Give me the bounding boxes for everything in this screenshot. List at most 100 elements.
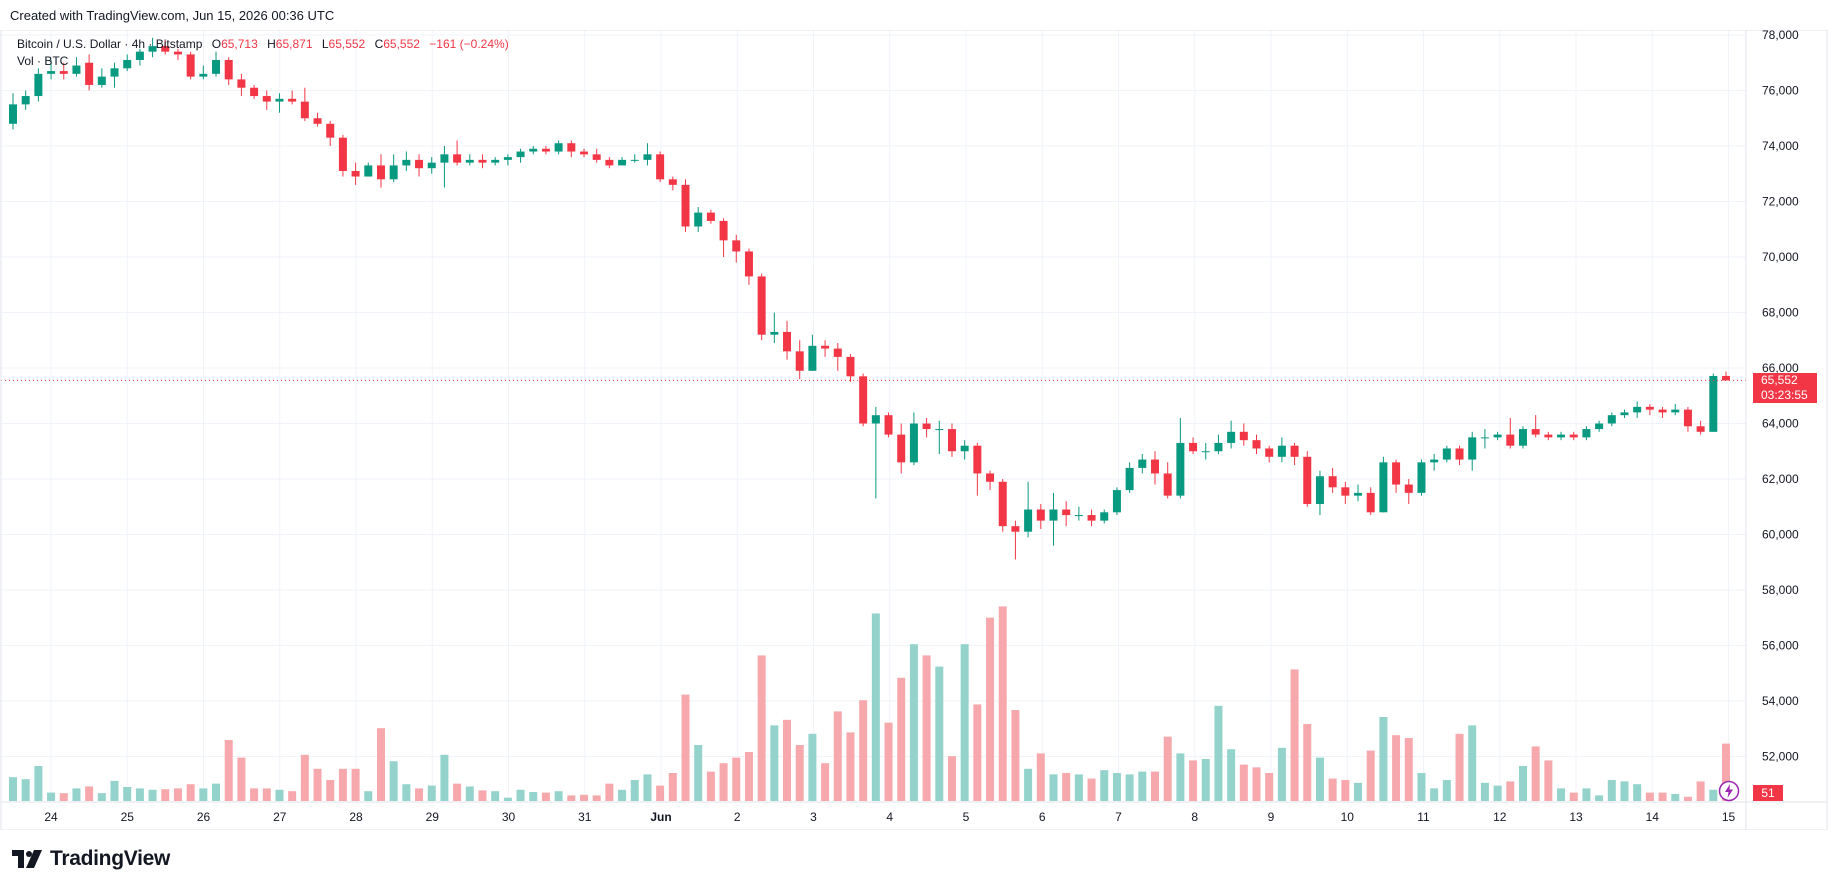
volume-bar bbox=[656, 785, 665, 801]
candle-body bbox=[1163, 473, 1172, 496]
candle-body bbox=[1379, 462, 1388, 513]
candle-body bbox=[846, 356, 855, 377]
volume-bar bbox=[123, 787, 132, 801]
volume-bar bbox=[376, 728, 385, 801]
candle-body bbox=[668, 179, 677, 185]
price-tick-label: 56,000 bbox=[1762, 639, 1799, 653]
time-tick-label: 8 bbox=[1191, 810, 1198, 824]
candle-body bbox=[1531, 429, 1540, 435]
candle-body bbox=[1049, 509, 1058, 521]
candle-body bbox=[1569, 434, 1578, 438]
candle-body bbox=[1125, 467, 1134, 491]
close-value: 65,552 bbox=[383, 37, 420, 51]
candle-body bbox=[656, 154, 665, 180]
candle-body bbox=[554, 143, 563, 152]
volume-bar bbox=[85, 786, 94, 801]
volume-bar bbox=[402, 784, 411, 801]
volume-bar bbox=[846, 732, 855, 801]
candle-body bbox=[1582, 429, 1591, 438]
volume-bar bbox=[808, 733, 817, 801]
open-value: 65,713 bbox=[221, 37, 258, 51]
volume-bar bbox=[1328, 778, 1337, 801]
candlesticks bbox=[9, 37, 1730, 560]
candle-body bbox=[1074, 515, 1083, 517]
price-tick-label: 78,000 bbox=[1762, 30, 1799, 42]
volume-bar bbox=[1430, 788, 1439, 801]
candle-body bbox=[1366, 492, 1375, 513]
candle-body bbox=[744, 251, 753, 277]
tradingview-footer[interactable]: TradingView bbox=[12, 846, 170, 872]
lightning-icon[interactable] bbox=[1718, 780, 1740, 802]
price-chart[interactable]: 78,000 76,000 74,000 72,000 70,000 68,000 66,0… bbox=[0, 30, 1835, 830]
candle-body bbox=[1709, 375, 1718, 432]
close-label: C bbox=[374, 37, 384, 51]
price-axis[interactable]: 78,000 76,000 74,000 72,000 70,000 68,000 66,0… bbox=[1762, 30, 1799, 764]
candle-body bbox=[1011, 526, 1020, 532]
candle-body bbox=[1607, 415, 1616, 424]
time-axis[interactable]: 24 25 26 27 28 29 30 31 Jun 2 3 4 5 6 7 8 9 10 11 12 13 14 15 bbox=[44, 810, 1735, 824]
candle-body bbox=[300, 101, 309, 119]
volume-bar bbox=[859, 700, 868, 801]
candle-body bbox=[364, 165, 373, 177]
candle-body bbox=[1518, 429, 1527, 446]
volume-bar bbox=[21, 779, 30, 801]
volume-bar bbox=[1404, 738, 1413, 801]
volume-bar bbox=[389, 761, 398, 801]
volume-bar bbox=[1392, 735, 1401, 801]
volume-bar bbox=[415, 788, 424, 801]
candle-body bbox=[1151, 459, 1159, 474]
volume-bar bbox=[1239, 764, 1248, 801]
time-tick-label: 6 bbox=[1039, 810, 1046, 824]
candle-body bbox=[770, 331, 779, 335]
volume-bar bbox=[986, 617, 995, 801]
volume-bar bbox=[275, 789, 284, 801]
candle-body bbox=[288, 98, 297, 102]
volume-bar bbox=[173, 788, 182, 801]
volume-bar bbox=[732, 757, 741, 801]
volume-bar bbox=[427, 785, 436, 801]
volume-bar bbox=[1227, 749, 1236, 801]
volume-bar bbox=[1074, 774, 1083, 801]
volume-bar bbox=[1138, 771, 1147, 801]
time-tick-label: 9 bbox=[1268, 810, 1275, 824]
candle-body bbox=[34, 73, 43, 97]
candle-body bbox=[960, 445, 969, 452]
volume-bar bbox=[465, 786, 474, 801]
volume-bar bbox=[503, 797, 512, 801]
candle-body bbox=[1227, 431, 1236, 443]
candle-body bbox=[1252, 440, 1261, 449]
volume-bar bbox=[909, 644, 918, 801]
volume-bar bbox=[1151, 771, 1159, 801]
candle-body bbox=[884, 415, 893, 435]
price-tick-label: 64,000 bbox=[1762, 417, 1799, 431]
volume-bar bbox=[1252, 767, 1261, 801]
volume-bar bbox=[1620, 781, 1629, 801]
candle-body bbox=[326, 123, 335, 138]
volume-bar bbox=[1341, 780, 1350, 801]
candle-body bbox=[580, 151, 588, 155]
candle-body bbox=[1303, 456, 1312, 504]
candle-body bbox=[1328, 476, 1337, 488]
volume-bar bbox=[1645, 792, 1654, 801]
symbol-title[interactable]: Bitcoin / U.S. Dollar · 4h · Bitstamp bbox=[17, 37, 203, 51]
volume-bar bbox=[681, 694, 690, 801]
volume-bar bbox=[300, 754, 309, 801]
ohlc-row: Bitcoin / U.S. Dollar · 4h · Bitstamp O6… bbox=[17, 36, 509, 53]
candle-body bbox=[973, 445, 982, 474]
volume-bar bbox=[1683, 796, 1692, 801]
candle-body bbox=[1455, 448, 1464, 460]
volume-bar bbox=[1607, 780, 1616, 801]
last-price-value: 65,552 bbox=[1761, 373, 1798, 388]
volume-bar bbox=[1493, 785, 1502, 801]
volume-bar bbox=[541, 792, 550, 801]
volume-label[interactable]: Vol · BTC bbox=[17, 54, 69, 68]
volume-bar bbox=[694, 745, 703, 801]
candle-body bbox=[833, 348, 842, 357]
time-tick-label: 7 bbox=[1115, 810, 1122, 824]
candle-body bbox=[1036, 509, 1045, 521]
candle-body bbox=[947, 429, 956, 452]
volume-bar bbox=[1112, 773, 1121, 801]
candle-body bbox=[148, 46, 157, 52]
candle-body bbox=[783, 331, 792, 352]
candle-body bbox=[186, 54, 195, 77]
